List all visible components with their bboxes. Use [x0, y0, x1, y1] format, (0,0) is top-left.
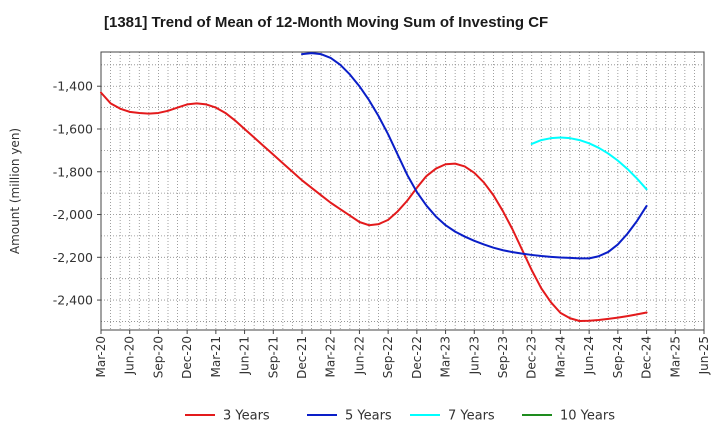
legend-label: 5 Years — [345, 409, 392, 424]
y-axis: -1,400 -1,600 -1,800 -2,000 -2,200 -2,400 — [53, 79, 101, 308]
x-tick-label: Dec-24 — [640, 336, 654, 379]
y-tick-label: -1,800 — [53, 164, 93, 179]
x-tick-label: Dec-21 — [295, 336, 309, 379]
x-tick-label: Sep-23 — [496, 336, 510, 378]
legend-label: 7 Years — [448, 409, 495, 424]
x-axis: Mar-20 Jun-20 Sep-20 Dec-20 Mar-21 Jun-21 Sep-… — [94, 330, 711, 379]
series-line-7-years — [530, 136, 648, 191]
x-tick-label: Jun-25 — [697, 336, 711, 375]
x-tick-label: Jun-22 — [352, 336, 366, 375]
x-tick-label: Dec-23 — [525, 336, 539, 379]
y-tick-label: -1,400 — [53, 79, 93, 94]
y-tick-label: -2,000 — [53, 207, 93, 222]
x-tick-label: Dec-20 — [180, 336, 194, 379]
y-tick-label: -2,400 — [53, 293, 93, 308]
legend-label: 10 Years — [560, 409, 615, 424]
x-tick-label: Mar-24 — [553, 336, 567, 377]
x-tick-label: Jun-20 — [123, 336, 137, 375]
x-tick-label: Sep-22 — [381, 336, 395, 378]
x-tick-label: Mar-20 — [94, 336, 108, 377]
legend-label: 3 Years — [223, 409, 270, 424]
x-tick-label: Sep-24 — [611, 336, 625, 378]
y-tick-label: -2,200 — [53, 250, 93, 265]
x-tick-label: Mar-21 — [209, 336, 223, 377]
y-tick-label: -1,600 — [53, 121, 93, 136]
x-tick-label: Sep-20 — [151, 336, 165, 378]
legend: 3 Years 5 Years 7 Years 10 Years — [185, 409, 615, 424]
x-tick-label: Dec-22 — [410, 336, 424, 379]
chart-title: [1381] Trend of Mean of 12-Month Moving … — [104, 14, 549, 31]
x-tick-label: Mar-22 — [324, 336, 338, 377]
plot-area — [100, 51, 705, 331]
x-tick-label: Jun-24 — [582, 336, 596, 375]
series-layer — [100, 52, 648, 323]
series-line-3-years — [100, 91, 648, 323]
x-tick-label: Jun-21 — [238, 336, 252, 375]
grid-layer — [101, 52, 704, 330]
x-tick-label: Mar-25 — [668, 336, 682, 377]
series-line-5-years — [301, 52, 648, 260]
x-tick-label: Sep-21 — [266, 336, 280, 378]
x-tick-label: Mar-23 — [439, 336, 453, 377]
y-axis-label: Amount (million yen) — [8, 128, 22, 254]
x-tick-label: Jun-23 — [467, 336, 481, 375]
